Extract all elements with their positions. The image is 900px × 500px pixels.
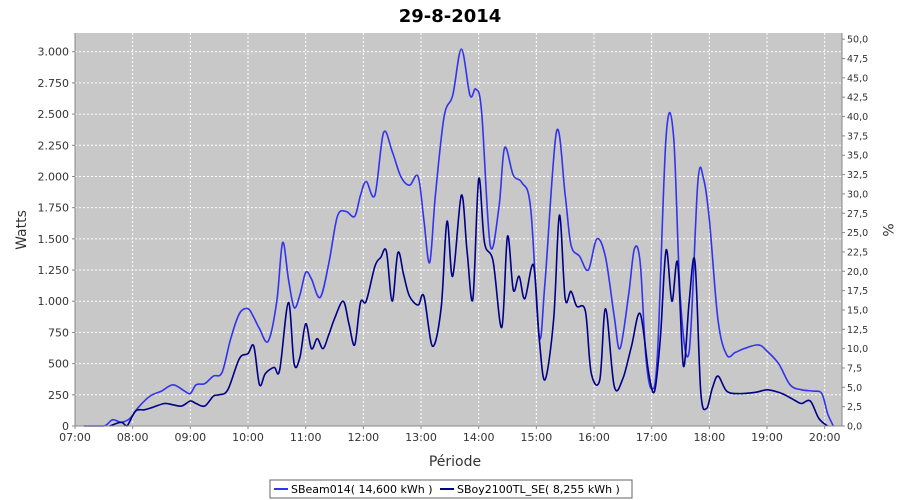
legend: SBeam014( 14,600 kWh ) SBoy2100TL_SE( 8,…: [269, 479, 633, 499]
y2-tick-label: 32,5: [847, 170, 868, 181]
x-tick-label: 12:00: [347, 431, 379, 444]
y2-tick-label: 2,5: [847, 402, 862, 413]
x-axis-label: Période: [429, 454, 481, 470]
y2-tick-label: 37,5: [847, 131, 868, 142]
legend-label-sbeam: SBeam014( 14,600 kWh ): [291, 483, 433, 496]
y2-tick-label: 35,0: [847, 151, 868, 162]
x-tick-label: 19:00: [751, 431, 783, 444]
series-line-sbeam: [83, 48, 835, 427]
y2-tick-label: 5,0: [847, 383, 862, 394]
x-tick-label: 10:00: [232, 431, 264, 444]
y2-ticks: 0,0 2,5 5,0 7,5 10,0 12,5 15,0 17,5 20,0 22,5 25,0…: [842, 35, 868, 433]
x-tick-label: 18:00: [694, 431, 726, 444]
y-tick-label: 2.500: [38, 108, 70, 121]
y-tick-label: 2.000: [38, 170, 70, 183]
y2-tick-label: 7,5: [847, 363, 862, 374]
y2-tick-label: 42,5: [847, 93, 868, 104]
series-line-sboy: [109, 177, 829, 427]
y2-tick-label: 30,0: [847, 189, 868, 200]
y2-tick-label: 50,0: [847, 35, 868, 46]
y-axis-label: Watts: [14, 210, 30, 250]
y-tick-label: 1.000: [38, 295, 70, 308]
series-layer: [83, 48, 835, 427]
y-tick-label: 500: [48, 358, 69, 371]
x-tick-label: 15:00: [521, 431, 553, 444]
y-tick-label: 750: [48, 326, 69, 339]
y-tick-label: 1.250: [38, 264, 70, 277]
y2-axis-label: %: [879, 223, 895, 236]
y2-tick-label: 47,5: [847, 54, 868, 65]
y2-tick-label: 45,0: [847, 73, 868, 84]
x-tick-label: 20:00: [809, 431, 841, 444]
y2-tick-label: 12,5: [847, 325, 868, 336]
y2-tick-label: 20,0: [847, 267, 868, 278]
x-tick-label: 08:00: [117, 431, 149, 444]
y2-tick-label: 0,0: [847, 422, 862, 433]
x-tick-label: 17:00: [636, 431, 668, 444]
plot-area: [75, 33, 842, 426]
x-tick-label: 14:00: [463, 431, 495, 444]
y2-tick-label: 17,5: [847, 286, 868, 297]
y-tick-label: 250: [48, 389, 69, 402]
y-tick-label: 1.750: [38, 202, 70, 215]
chart-title: 29-8-2014: [399, 6, 502, 27]
x-tick-label: 07:00: [59, 431, 91, 444]
x-tick-label: 11:00: [290, 431, 322, 444]
legend-label-sboy: SBoy2100TL_SE( 8,255 kWh ): [457, 483, 620, 496]
y2-tick-label: 15,0: [847, 305, 868, 316]
x-ticks: 07:00 08:00 09:00 10:00 11:00 12:00 13:00 14:00…: [59, 426, 841, 444]
x-tick-label: 09:00: [174, 431, 206, 444]
y2-tick-label: 10,0: [847, 344, 868, 355]
y-tick-label: 2.750: [38, 77, 70, 90]
y2-tick-label: 22,5: [847, 247, 868, 258]
x-tick-label: 16:00: [578, 431, 610, 444]
y-tick-label: 1.500: [38, 233, 70, 246]
y-tick-label: 2.250: [38, 139, 70, 152]
y2-tick-label: 40,0: [847, 112, 868, 123]
y-tick-label: 3.000: [38, 46, 70, 59]
y-tick-label: 0: [62, 420, 69, 433]
y-ticks: 0 250 500 750 1.000 1.250 1.500 1.750 2.000 2.250…: [38, 46, 75, 433]
y2-tick-label: 27,5: [847, 209, 868, 220]
x-tick-label: 13:00: [405, 431, 437, 444]
y2-tick-label: 25,0: [847, 228, 868, 239]
